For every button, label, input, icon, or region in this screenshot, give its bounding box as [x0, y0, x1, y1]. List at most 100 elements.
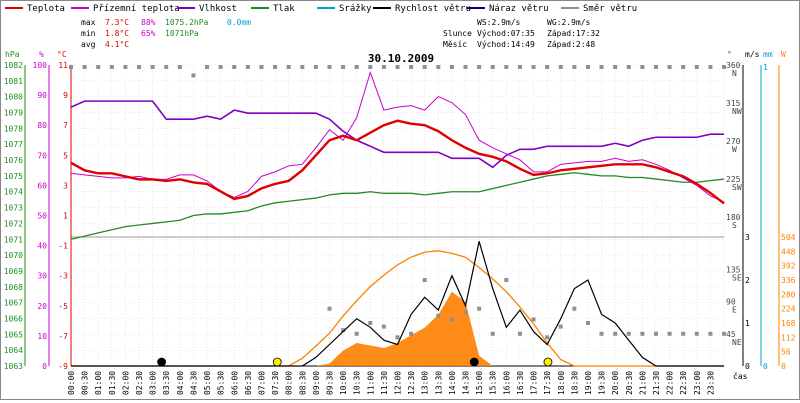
x-tick-label: 21:00 [638, 371, 647, 395]
wind-dir-point [545, 335, 550, 340]
pressure-tick: 1069 [4, 267, 23, 276]
x-tick-label: 09:30 [325, 371, 334, 395]
wind-tick: 3 [745, 233, 750, 242]
radiation-tick: 0 [781, 362, 786, 371]
wind-dir-point [150, 65, 155, 69]
wind-dir-point [436, 65, 441, 69]
x-tick-label: 12:00 [394, 371, 403, 395]
unit-mm: mm [763, 50, 773, 59]
wind-dir-point [313, 65, 318, 69]
radiation-tick: 56 [781, 348, 791, 357]
x-tick-label: 10:00 [339, 371, 348, 395]
radiation-tick: 504 [781, 233, 796, 242]
x-tick-label: 18:00 [557, 371, 566, 395]
temp-tick: -7 [58, 332, 68, 341]
dir-tick-label: SW [732, 183, 742, 192]
x-tick-label: 08:00 [285, 371, 294, 395]
radiation-tick: 112 [781, 333, 796, 342]
humidity-line [70, 100, 724, 169]
x-tick-label: 08:30 [298, 371, 307, 395]
dir-tick: 360 [726, 61, 741, 70]
wind-dir-point [436, 313, 441, 318]
temp-line [70, 119, 725, 205]
unit-w: W [781, 50, 786, 59]
wind-dir-point [626, 331, 631, 336]
humidity-tick: 20 [37, 302, 47, 311]
humidity-tick: 30 [37, 272, 47, 281]
wind-dir-point [123, 65, 128, 69]
dir-tick: 45 [726, 330, 736, 339]
x-tick-label: 15:00 [475, 371, 484, 395]
legend-item: Vlhkost [177, 4, 237, 14]
pressure-tick: 1065 [4, 330, 23, 339]
stats-avg-temp: 4.1°C [105, 40, 129, 49]
wind-dir-point [626, 65, 631, 69]
pressure-tick: 1063 [4, 362, 23, 371]
wind-dir-point [585, 321, 590, 325]
x-tick-label: 16:30 [516, 371, 525, 395]
stats-avg-label: avg [81, 40, 96, 49]
dir-tick-label: N [732, 69, 737, 78]
x-tick-label: 19:30 [598, 371, 607, 395]
chart-title: 30.10.2009 [368, 52, 434, 65]
x-tick-label: 05:00 [203, 371, 212, 395]
unit-deg: ° [727, 50, 732, 59]
stats-min-label: min [81, 29, 96, 38]
wind-dir-point [667, 65, 672, 69]
moon-label: Měsíc [443, 40, 467, 49]
sun-label: Slunce [443, 29, 472, 38]
moon-rise: Východ:14:49 [477, 40, 535, 49]
x-tick-label: 03:00 [149, 371, 158, 395]
radiation-tick: 280 [781, 290, 796, 299]
stats-min-temp: 1.8°C [105, 29, 129, 38]
wind-dir-point [694, 331, 699, 336]
pressure-tick: 1066 [4, 314, 23, 323]
x-tick-label: 00:00 [67, 371, 76, 395]
legend-label: Přízemní teplota [93, 4, 180, 14]
x-tick-label: 22:30 [679, 371, 688, 395]
x-tick-label: 11:00 [366, 371, 375, 395]
legend-item: Teplota [5, 4, 65, 14]
x-tick-label: 06:30 [244, 371, 253, 395]
wind-dir-point [259, 65, 264, 69]
wind-dir-point [395, 335, 400, 340]
wind-dir-point [517, 65, 522, 69]
wind-dir-point [273, 65, 278, 69]
legend-label: Teplota [27, 4, 65, 14]
humidity-tick: 10 [37, 332, 47, 341]
radiation-tick: 224 [781, 305, 796, 314]
wind-dir-point [422, 278, 427, 282]
wind-dir-point [409, 65, 414, 69]
stats-min-press: 1071hPa [165, 29, 199, 38]
wind-dir-point [341, 328, 346, 333]
humidity-tick: 80 [37, 121, 47, 130]
wind-dir-point [531, 317, 536, 322]
pressure-tick: 1081 [4, 77, 23, 86]
legend-label: Náraz větru [489, 4, 549, 14]
wind-dir-point [681, 331, 686, 336]
wind-dir-point [245, 65, 250, 69]
x-tick-label: 09:00 [312, 371, 321, 395]
x-tick-label: 19:00 [584, 371, 593, 395]
legend-label: Směr větru [583, 4, 637, 14]
x-tick-label: 23:00 [693, 371, 702, 395]
wind-dir-point [449, 317, 454, 322]
humidity-tick: 60 [37, 181, 47, 190]
x-tick-label: 07:00 [257, 371, 266, 395]
wind-dir-point [463, 310, 468, 315]
pressure-tick: 1080 [4, 93, 23, 102]
wind-dir-point [327, 306, 332, 311]
x-tick-label: 21:30 [652, 371, 661, 395]
stats-max-press: 1075.2hPa [165, 18, 209, 27]
stats-min-hum: 65% [141, 29, 156, 38]
ground-temp-line [70, 70, 725, 203]
unit-time: čas [733, 371, 748, 381]
humidity-tick: 70 [37, 151, 47, 160]
dir-tick-label: NE [732, 338, 742, 347]
wind-dir-point [490, 65, 495, 69]
wind-dir-point [558, 324, 563, 329]
x-tick-label: 20:30 [625, 371, 634, 395]
radiation-tick: 336 [781, 276, 796, 285]
temp-tick: 7 [63, 121, 68, 130]
dir-tick-label: E [732, 306, 737, 315]
